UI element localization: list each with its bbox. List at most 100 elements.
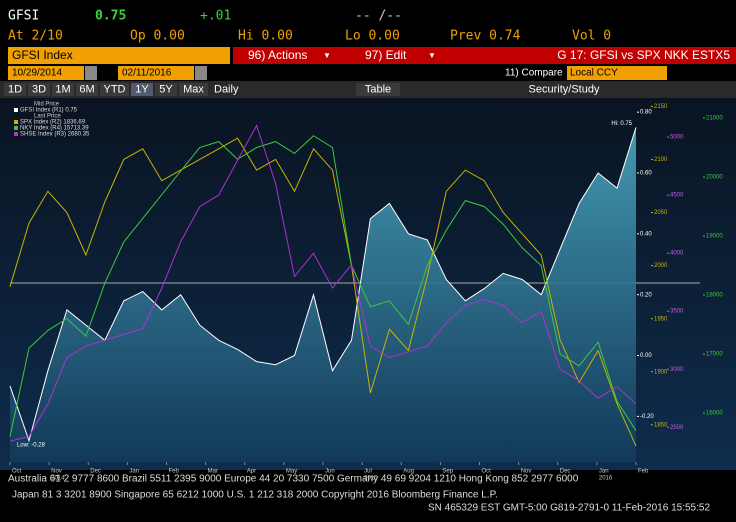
series-line	[9, 127, 637, 443]
study-label[interactable]: Security/Study	[529, 83, 600, 95]
period-button[interactable]	[28, 83, 50, 96]
y-tick-label: 1900	[654, 369, 668, 375]
y-tick-label: 0.40	[640, 231, 652, 237]
edit-menu[interactable]: 97) Edit	[365, 48, 407, 62]
quote-field: Prev 0.74	[450, 29, 521, 44]
menu-bar	[233, 47, 736, 64]
period-button[interactable]	[155, 83, 177, 96]
y-tick-label: 20000	[706, 175, 723, 181]
currency-box[interactable]	[567, 66, 667, 80]
legend-entry: GFSI Index (R1) 0.75	[20, 108, 78, 114]
year-label: 2016	[599, 476, 613, 482]
period-label: 6M	[79, 83, 94, 95]
quote-field: Lo 0.00	[345, 29, 400, 44]
y-tick-label: 0.80	[640, 110, 652, 116]
frequency[interactable]: Daily	[214, 83, 239, 95]
period-button[interactable]	[52, 83, 74, 96]
year-label: 2014	[51, 476, 65, 482]
x-tick-label: Aug	[403, 469, 414, 475]
legend-header: Last Price	[34, 114, 61, 120]
toolbar-buttons: 1D 3D 1M 6M YTD 1Y 5Y Max Daily Table Security/Stu…	[4, 83, 600, 96]
period-button[interactable]	[4, 83, 26, 96]
footer-line: Australia 61 2 9777 8600 Brazil 5511 239…	[8, 474, 579, 485]
x-tick-label: Feb	[638, 469, 649, 475]
change: +.01	[200, 9, 231, 24]
start-date: 10/29/2014	[12, 68, 62, 79]
y-tick-label: 4500	[670, 193, 684, 199]
y-tick-label: 0.60	[640, 171, 652, 177]
quote-field: Vol 0	[572, 29, 611, 44]
y-tick-label: 17000	[706, 352, 723, 358]
y-tick-label: 2100	[654, 157, 668, 163]
period-label: YTD	[104, 83, 126, 95]
x-tick-label: Sep	[442, 469, 453, 475]
x-tick-label: Dec	[90, 469, 101, 475]
y-tick-label: 2050	[654, 210, 668, 216]
calendar-button[interactable]	[85, 66, 97, 80]
legend-box	[13, 101, 85, 139]
y-tick-label: 21000	[706, 116, 723, 122]
security: GFSI Index	[12, 48, 73, 62]
actions-menu[interactable]: 96) Actions	[248, 48, 307, 62]
y-tick-label: 5000	[670, 135, 684, 141]
x-tick-label: Apr	[247, 469, 256, 475]
y-tick-label: 1850	[654, 422, 668, 428]
legend-entry: NKY Index (R4) 15713.39	[20, 126, 89, 132]
table-label: Table	[365, 83, 391, 95]
x-tick-label: Dec	[560, 469, 571, 475]
annotation: Low: -0.28	[17, 442, 46, 448]
start-date-box[interactable]	[8, 66, 84, 80]
footer: Australia 61 2 9777 8600 Brazil 5511 239…	[8, 474, 710, 514]
x-tick-label: Jun	[325, 469, 335, 475]
period-button[interactable]	[100, 83, 129, 96]
y-tick-label: 19000	[706, 234, 723, 240]
table-button[interactable]	[356, 83, 400, 96]
bid-ask: -- /--	[355, 9, 402, 24]
period-button[interactable]	[131, 83, 153, 96]
x-tick-label: Mar	[208, 469, 218, 475]
annotation: Hi: 0.75	[611, 121, 632, 127]
x-tick-label: Nov	[51, 469, 62, 475]
compare[interactable]: 11) Compare	[505, 68, 563, 79]
end-date-box[interactable]	[118, 66, 194, 80]
legend-swatch	[14, 126, 18, 130]
legend-swatch	[14, 120, 18, 124]
y-tick-label: 2500	[670, 425, 684, 431]
x-tick-label: Feb	[169, 469, 180, 475]
quote-field: At 2/10	[8, 29, 63, 44]
y-tick-label: 3500	[670, 309, 684, 315]
currency: Local CCY	[570, 68, 618, 79]
last-price: 0.75	[95, 9, 126, 24]
legend-swatch	[14, 132, 18, 136]
y-tick-label: -0.20	[640, 414, 654, 420]
legend-entry: SPX Index (R2) 1836.69	[20, 120, 86, 126]
legend-entry: SHSE Index (R3) 2680.35	[20, 132, 90, 138]
legend-swatch	[14, 108, 18, 112]
y-tick-label: 2150	[654, 104, 668, 110]
chart-name: G 17: GFSI vs SPX NKK ESTX5	[557, 48, 730, 62]
period-button[interactable]	[179, 83, 208, 96]
period-button[interactable]	[76, 83, 98, 96]
period-label: Max	[183, 83, 204, 95]
x-tick-label: Jan	[599, 469, 609, 475]
series-line	[9, 137, 637, 447]
x-tick-label: Nov	[521, 469, 532, 475]
y-tick-label: 3000	[670, 367, 684, 373]
calendar-button[interactable]	[195, 66, 207, 80]
y-tick-label: 0.20	[640, 292, 652, 298]
y-tick-label: 18000	[706, 293, 723, 299]
period-label: 1Y	[135, 83, 149, 95]
security-box[interactable]	[8, 47, 230, 64]
menu-arrow: ▼	[323, 51, 331, 60]
x-tick-label: Oct	[482, 469, 492, 475]
x-tick-label: Oct	[12, 469, 22, 475]
x-tick-label: Jul	[364, 469, 372, 475]
area	[10, 127, 636, 463]
period-label: 3D	[32, 83, 46, 95]
series-line	[9, 135, 637, 437]
x-tick-label: May	[286, 469, 297, 475]
y-tick-label: 2000	[654, 263, 668, 269]
quote-field: Hi 0.00	[238, 29, 293, 44]
x-tick-label: Jan	[129, 469, 139, 475]
